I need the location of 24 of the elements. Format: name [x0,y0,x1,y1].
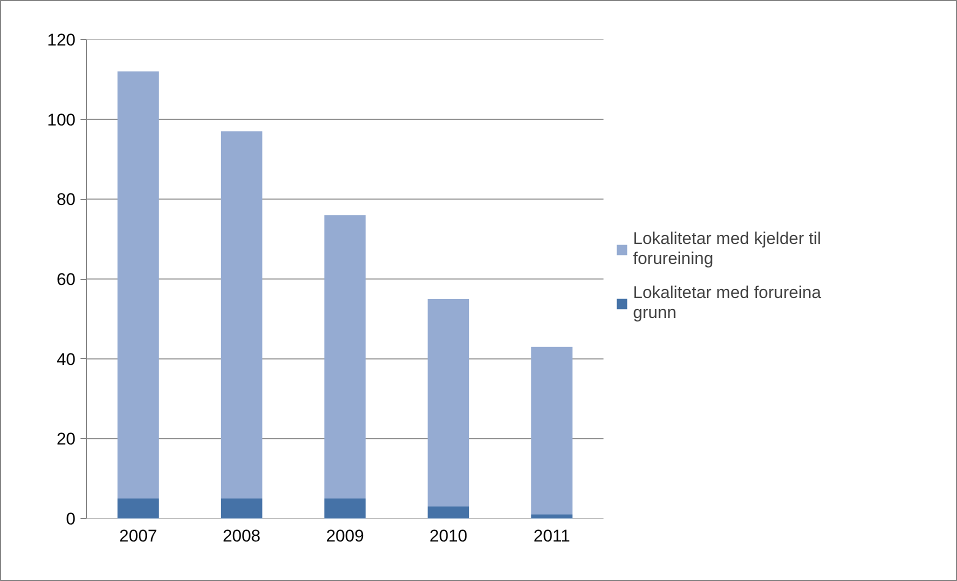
y-tick-label: 40 [56,350,76,369]
y-tick-label: 0 [66,510,76,528]
bar [220,131,262,499]
y-tick-label: 20 [56,430,76,449]
bar [118,71,159,499]
bar [531,514,572,518]
legend-label: Lokalitetar med forureina grunn [633,283,822,323]
y-tick-label: 120 [47,30,76,50]
x-tick-label: 2011 [534,526,570,546]
x-tick-label: 2010 [429,526,468,546]
y-tick-label: 80 [56,190,76,210]
y-tick-label: 60 [56,270,76,289]
bar [531,346,572,515]
legend-label: Lokalitetar med kjelder til forureining [633,229,822,269]
x-tick-label: 2009 [326,526,364,546]
x-tick-label: 2007 [119,526,158,546]
bar [220,498,262,518]
x-tick-label: 2008 [222,526,261,546]
bar [324,498,366,518]
bar [118,498,159,518]
y-tick-label: 100 [47,110,76,130]
bar [428,298,470,507]
bar [324,215,366,499]
bar [428,506,470,518]
